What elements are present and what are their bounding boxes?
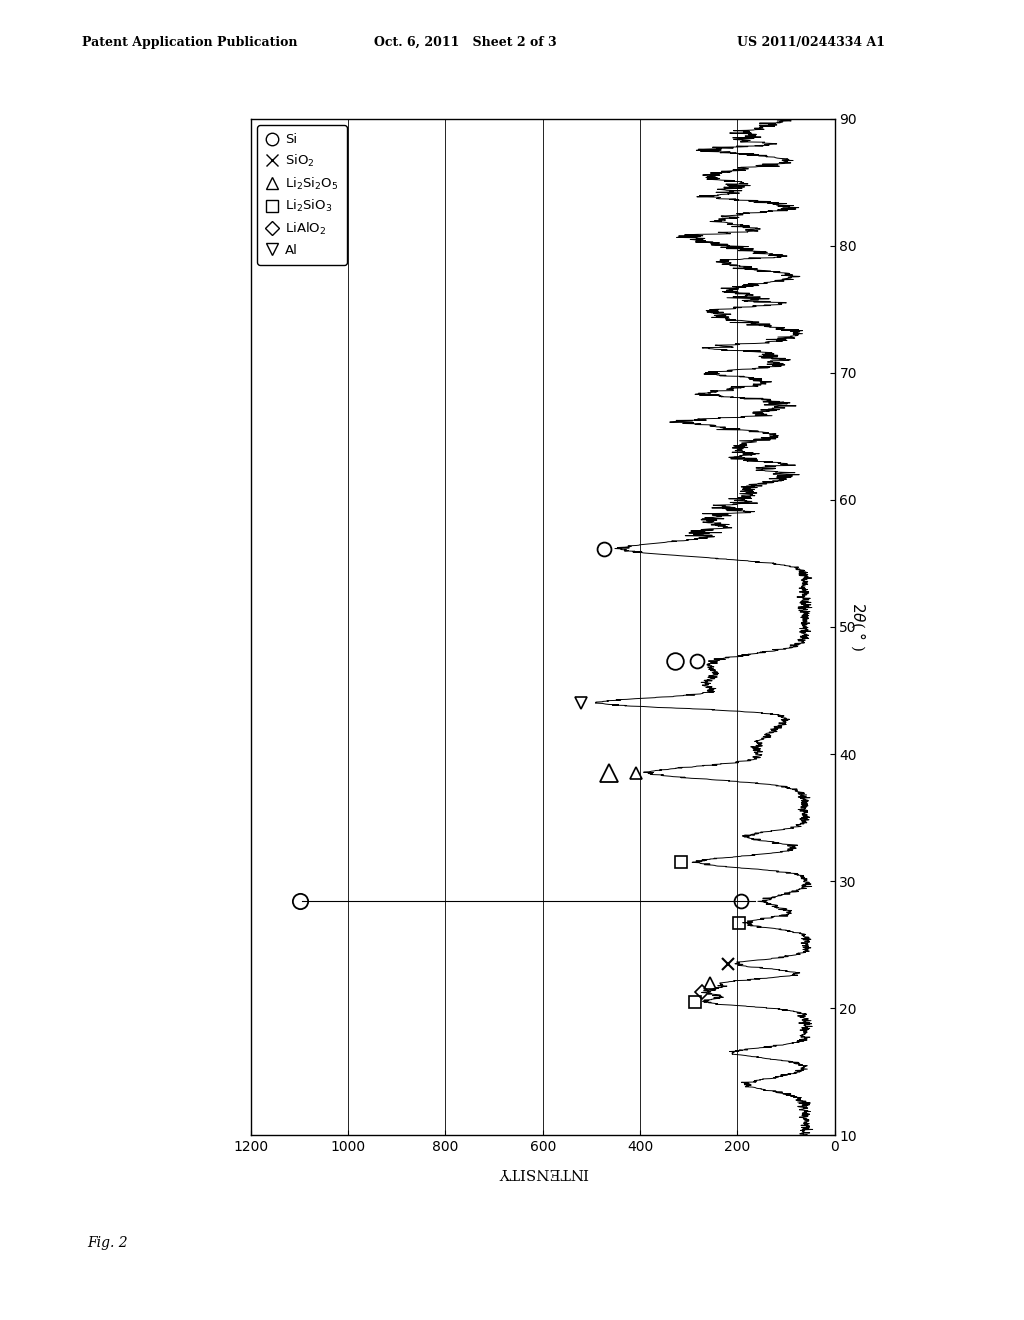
Text: US 2011/0244334 A1: US 2011/0244334 A1 (737, 36, 886, 49)
Text: Oct. 6, 2011   Sheet 2 of 3: Oct. 6, 2011 Sheet 2 of 3 (374, 36, 556, 49)
Y-axis label: $2\theta$( $\degree$ ): $2\theta$( $\degree$ ) (850, 602, 868, 652)
Text: Fig. 2: Fig. 2 (87, 1237, 128, 1250)
Text: Patent Application Publication: Patent Application Publication (82, 36, 297, 49)
Legend: Si, SiO$_2$, Li$_2$Si$_2$O$_5$, Li$_2$SiO$_3$, LiAlO$_2$, Al: Si, SiO$_2$, Li$_2$Si$_2$O$_5$, Li$_2$Si… (257, 125, 346, 264)
X-axis label: INTENSITY: INTENSITY (498, 1166, 588, 1179)
